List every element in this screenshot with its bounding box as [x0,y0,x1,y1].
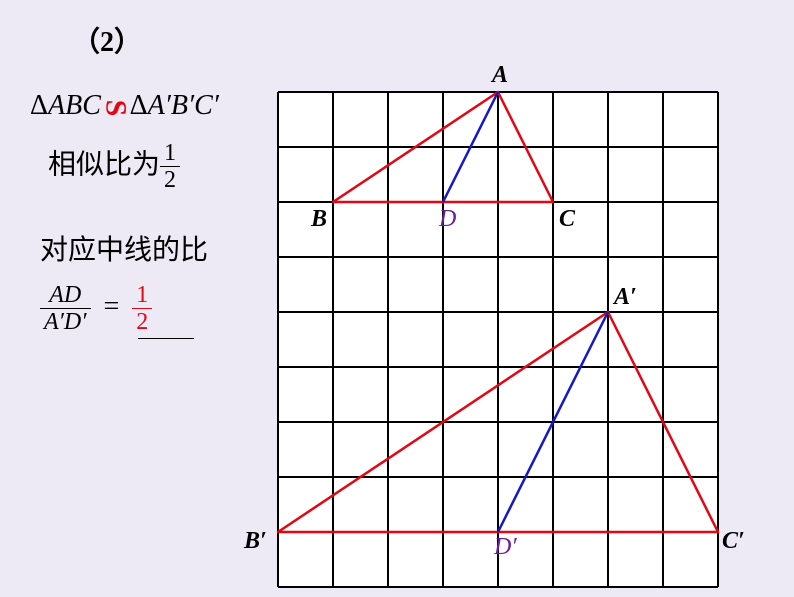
median-fraction: AD A′D′ [40,282,91,336]
ratio-label: 相似比为 [48,149,160,180]
median-num: AD [40,282,91,308]
ratio-fraction: 12 [160,140,180,194]
grid-diagram [248,62,768,592]
result-fraction: 1 2 [132,282,152,336]
equals-sign: = [104,291,120,322]
median-equation: AD A′D′ = 1 2 [40,282,152,336]
ratio-den: 2 [160,166,180,193]
answer-underline [138,338,194,339]
result-num: 1 [132,282,152,308]
similarity-ratio-text: 相似比为12 [48,140,180,194]
median-ratio-label: 对应中线的比 [40,228,208,268]
similar-icon: S [98,100,132,111]
result-den: 2 [132,308,152,335]
diagram-container [248,62,768,597]
tri-abc-prime: A′B′C′ [148,90,219,121]
similarity-statement: ΔABC S ΔA′B′C′ [30,88,219,122]
median-den: A′D′ [40,308,91,335]
tri-abc: ABC [48,90,101,121]
delta-1: Δ [30,90,48,121]
question-number: （2） [72,20,142,60]
ratio-num: 1 [160,140,180,166]
